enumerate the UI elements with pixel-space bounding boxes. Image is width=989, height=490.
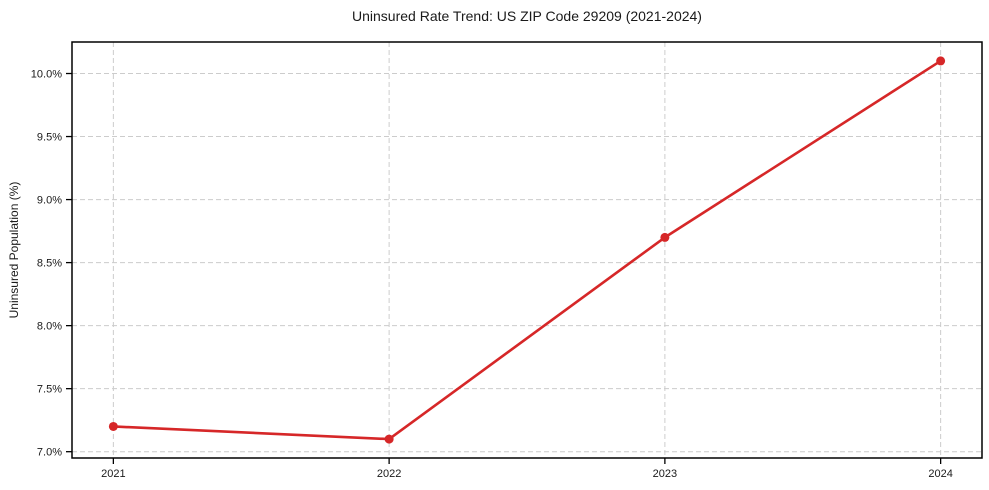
- y-tick-label: 10.0%: [31, 69, 62, 81]
- y-axis-label: Uninsured Population (%): [7, 181, 21, 319]
- x-tick-label: 2022: [377, 468, 401, 480]
- data-point-2021: [108, 421, 118, 431]
- data-point-2022: [384, 434, 394, 444]
- y-tick-label: 8.0%: [37, 321, 62, 333]
- data-point-2023: [660, 232, 670, 242]
- y-tick-label: 8.5%: [37, 258, 62, 270]
- x-tick-label: 2021: [101, 468, 125, 480]
- x-tick-label: 2024: [928, 468, 952, 480]
- x-tick-label: 2023: [653, 468, 677, 480]
- data-point-2024: [936, 56, 946, 66]
- chart-title: Uninsured Rate Trend: US ZIP Code 29209 …: [352, 8, 702, 24]
- plot-border: [71, 41, 983, 459]
- y-tick-label: 7.0%: [37, 447, 62, 459]
- y-tick-label: 9.5%: [37, 132, 62, 144]
- y-tick-label: 7.5%: [37, 384, 62, 396]
- trend-line: [112, 59, 942, 441]
- y-tick-label: 9.0%: [37, 195, 62, 207]
